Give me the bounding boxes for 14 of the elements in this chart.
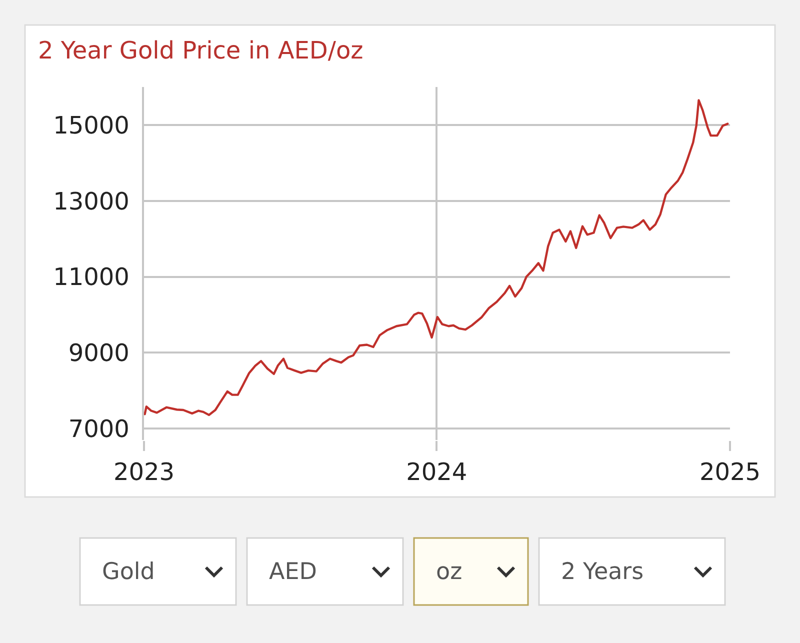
line-series (144, 99, 729, 416)
text: AED (269, 559, 317, 585)
x-tick-label: 2023 (113, 458, 175, 486)
chart-title: 2 Year Gold Price in AED/oz (38, 36, 364, 64)
y-tick-label: 15000 (53, 111, 130, 140)
text: Gold (102, 559, 155, 585)
y-tick-label: 11000 (53, 263, 130, 292)
y-tick-label: 7000 (68, 415, 130, 444)
text: 2 Years (561, 559, 644, 585)
x-tick-label: 2024 (406, 458, 468, 486)
text: oz (436, 559, 462, 585)
x-tick-label: 2025 (699, 458, 761, 486)
y-tick-label: 13000 (53, 187, 130, 216)
y-tick-label: 9000 (68, 339, 130, 368)
